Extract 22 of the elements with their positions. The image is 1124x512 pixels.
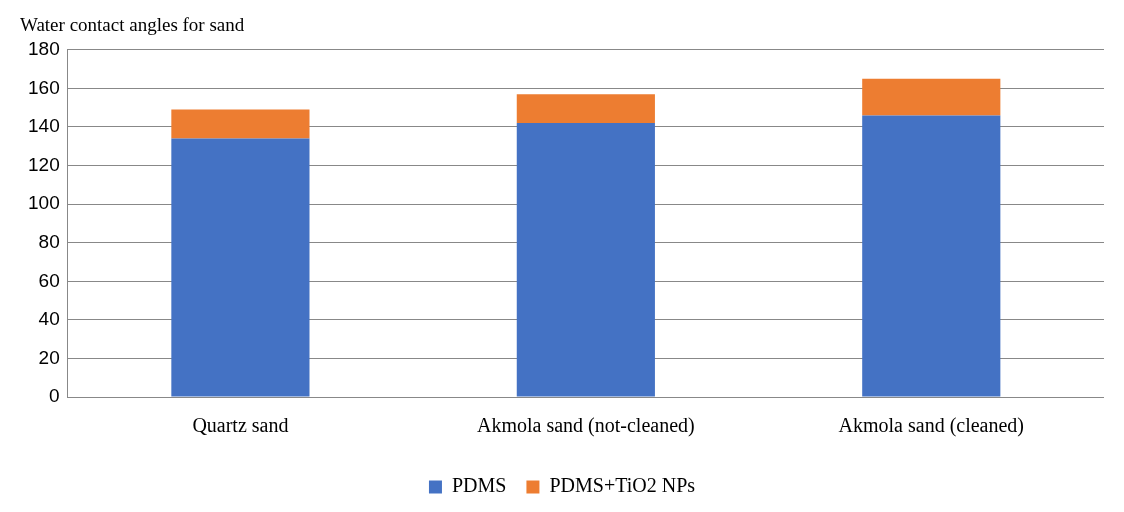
y-tick-label: 160 bbox=[28, 76, 60, 98]
y-tick-label: 0 bbox=[49, 385, 60, 407]
bar bbox=[862, 78, 1001, 116]
legend-label: PDMS bbox=[451, 474, 507, 497]
x-tick-label: Quartz sand bbox=[192, 414, 289, 437]
y-tick-label: 100 bbox=[28, 192, 60, 214]
y-tick-label: 80 bbox=[38, 230, 60, 252]
bar bbox=[862, 115, 1001, 397]
bar bbox=[516, 94, 655, 124]
chart-title: Water contact angles for sand bbox=[20, 14, 245, 36]
y-tick-label: 20 bbox=[38, 346, 60, 368]
y-tick-label: 140 bbox=[28, 115, 60, 137]
y-tick-label: 40 bbox=[38, 308, 60, 330]
bar bbox=[171, 138, 310, 397]
y-tick-label: 180 bbox=[28, 38, 60, 60]
y-tick-label: 60 bbox=[38, 269, 60, 291]
bar bbox=[171, 109, 310, 139]
bar bbox=[516, 123, 655, 397]
x-tick-label: Akmola sand (not-cleaned) bbox=[477, 414, 695, 438]
x-tick-label: Akmola sand (cleaned) bbox=[838, 414, 1025, 438]
legend-label: PDMS+TiO2 NPs bbox=[549, 474, 696, 497]
y-tick-label: 120 bbox=[28, 153, 60, 175]
